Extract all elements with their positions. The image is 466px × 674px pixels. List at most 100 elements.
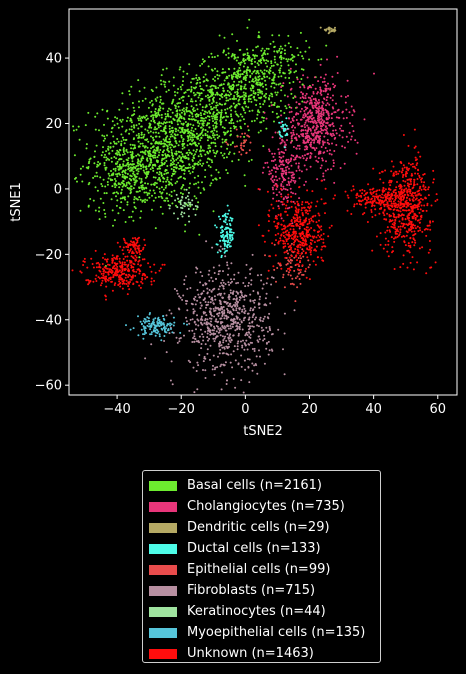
data-point <box>155 112 158 115</box>
data-point <box>405 187 408 190</box>
data-point <box>137 164 140 167</box>
data-point <box>419 194 422 197</box>
data-point <box>325 89 328 92</box>
data-point <box>285 107 288 110</box>
data-point <box>397 190 400 193</box>
data-point <box>122 147 125 150</box>
data-point <box>179 203 182 206</box>
data-point <box>221 335 224 338</box>
data-point <box>223 244 226 247</box>
data-point <box>157 316 160 319</box>
data-point <box>383 203 386 206</box>
data-point <box>190 118 193 121</box>
data-point <box>249 325 252 328</box>
data-point <box>160 172 163 175</box>
data-point <box>243 359 246 362</box>
data-point <box>115 195 117 198</box>
data-point <box>298 103 301 106</box>
data-point <box>167 328 170 330</box>
data-point <box>165 197 168 200</box>
data-point <box>119 207 122 209</box>
data-point <box>202 360 205 363</box>
data-point <box>96 163 99 166</box>
data-point <box>205 124 208 127</box>
data-point <box>171 131 174 134</box>
data-point <box>284 188 287 191</box>
data-point <box>203 298 206 301</box>
data-point <box>215 113 218 116</box>
data-point <box>264 297 267 300</box>
data-point <box>243 94 246 96</box>
data-point <box>170 190 173 193</box>
data-point <box>330 133 333 136</box>
data-point <box>236 305 239 307</box>
data-point <box>219 344 222 347</box>
data-point <box>160 186 163 189</box>
data-point <box>398 185 400 188</box>
data-point <box>255 82 258 85</box>
data-point <box>275 93 278 96</box>
data-point <box>280 86 283 88</box>
data-point <box>210 137 213 140</box>
data-point <box>214 155 216 158</box>
data-point <box>317 80 320 83</box>
data-point <box>191 199 194 202</box>
data-point <box>263 99 266 102</box>
data-point <box>307 126 310 129</box>
data-point <box>426 224 429 227</box>
data-point <box>310 201 313 204</box>
data-point <box>272 207 275 210</box>
data-point <box>328 31 331 34</box>
data-point <box>159 101 162 104</box>
data-point <box>249 309 252 312</box>
data-point <box>317 160 319 163</box>
data-point <box>288 171 291 174</box>
data-point <box>405 206 408 209</box>
data-point <box>109 142 112 145</box>
data-point <box>399 231 402 234</box>
data-point <box>215 178 218 181</box>
data-point <box>187 154 190 156</box>
data-point <box>328 124 331 127</box>
data-point <box>223 364 226 367</box>
data-point <box>221 116 224 119</box>
data-point <box>341 136 344 139</box>
data-point <box>216 92 218 94</box>
data-point <box>207 273 210 276</box>
data-point <box>85 166 88 169</box>
data-point <box>236 311 239 314</box>
data-point <box>383 194 386 197</box>
data-point <box>233 297 236 300</box>
data-point <box>265 59 268 62</box>
data-point <box>244 53 246 56</box>
data-point <box>326 150 329 152</box>
data-point <box>192 312 195 315</box>
data-point <box>193 335 196 338</box>
data-point <box>138 196 141 199</box>
data-point <box>241 148 244 151</box>
data-point <box>361 199 364 202</box>
data-point <box>214 366 217 369</box>
data-point <box>146 129 149 132</box>
data-point <box>232 334 235 337</box>
data-point <box>280 125 283 128</box>
data-point <box>208 337 211 340</box>
data-point <box>96 175 99 178</box>
data-point <box>148 322 151 325</box>
data-point <box>326 110 329 113</box>
data-point <box>181 109 184 111</box>
data-point <box>175 128 178 131</box>
data-point <box>413 146 416 149</box>
data-point <box>243 296 246 298</box>
data-point <box>156 156 159 159</box>
data-point <box>133 201 136 204</box>
data-point <box>180 96 183 99</box>
data-point <box>183 172 186 175</box>
data-point <box>176 123 179 126</box>
data-point <box>123 171 126 173</box>
data-point <box>341 111 344 114</box>
data-point <box>245 331 248 334</box>
data-point <box>134 166 137 169</box>
data-point <box>104 166 107 169</box>
data-point <box>381 201 384 204</box>
